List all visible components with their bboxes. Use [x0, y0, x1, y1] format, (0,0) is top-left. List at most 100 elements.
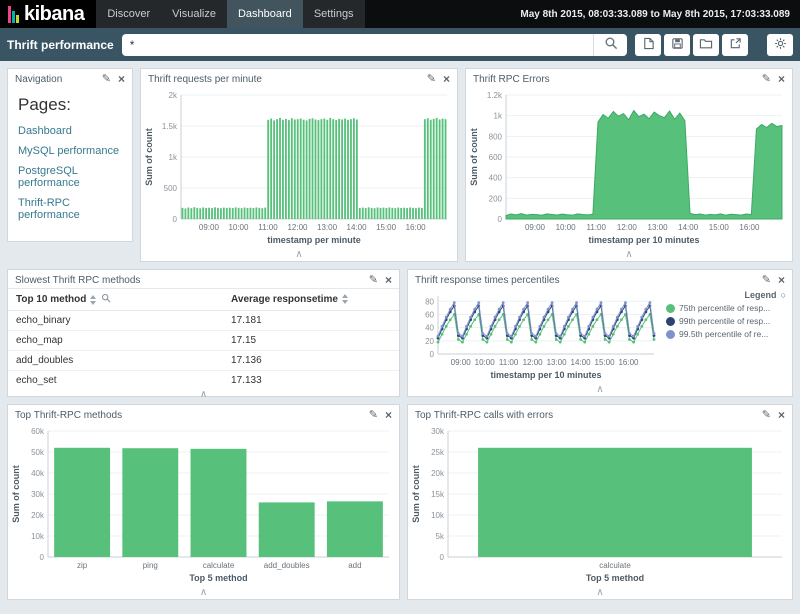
panel-top-calls-with-errors: Top Thrift-RPC calls with errors ✎ × 0 5k… — [407, 404, 793, 600]
svg-text:30k: 30k — [31, 490, 45, 499]
panel-title: Thrift response times percentiles — [415, 274, 560, 286]
panel-collapse[interactable]: ∧ — [408, 383, 792, 396]
pencil-icon[interactable]: ✎ — [368, 408, 378, 421]
tab-discover[interactable]: Discover — [107, 8, 151, 20]
panel-header: Thrift RPC Errors ✎ × — [466, 69, 792, 87]
svg-text:60k: 60k — [31, 427, 45, 436]
legend-title: Legend — [744, 290, 777, 300]
kibana-logo-icon — [8, 5, 19, 23]
panel-icons: ✎ × — [762, 73, 785, 85]
svg-text:09:00: 09:00 — [451, 358, 472, 367]
svg-text:5k: 5k — [436, 532, 445, 541]
sort-icon[interactable] — [90, 294, 97, 305]
query-input[interactable] — [121, 33, 593, 56]
nav-link-dashboard[interactable]: Dashboard — [18, 125, 72, 137]
legend-entries: 75th percentile of resp... 99th percentil… — [666, 303, 786, 339]
svg-text:12:00: 12:00 — [617, 223, 638, 232]
requests-bar-chart[interactable]: 0 500 1k 1.5k 2k 09:00 10:00 11:00 12:00 13:00 14:… — [141, 87, 457, 247]
panel-collapse[interactable]: ∧ — [408, 586, 792, 599]
svg-text:0: 0 — [430, 350, 435, 359]
close-icon[interactable]: × — [777, 408, 785, 422]
table-row: echo_map 17.15 — [8, 330, 399, 351]
pencil-icon[interactable]: ✎ — [761, 408, 771, 421]
panel-title: Top Thrift-RPC calls with errors — [415, 409, 554, 421]
panel-header: Thrift response times percentiles ✎ × — [408, 270, 792, 288]
navigation-content: Pages: Dashboard MySQL performance Postgre… — [8, 87, 132, 241]
search-icon[interactable] — [101, 293, 111, 306]
tab-dashboard[interactable]: Dashboard — [226, 0, 303, 28]
nav-link-thrift-rpc-performance[interactable]: Thrift-RPC performance — [18, 197, 80, 221]
legend-entry[interactable]: 99.5th percentile of re... — [666, 329, 786, 339]
panel-icons: ✎ × — [762, 274, 785, 286]
error-calls-bar-chart[interactable]: 0 5k 10k 15k 20k 25k 30k calculate Top 5 method S… — [408, 423, 792, 585]
svg-text:16:00: 16:00 — [739, 223, 760, 232]
pencil-icon[interactable]: ✎ — [761, 273, 771, 286]
panel-slowest-methods: Slowest Thrift RPC methods ✎ × Top 10 me… — [7, 269, 400, 400]
pencil-icon[interactable]: ✎ — [761, 72, 771, 85]
panel-title: Thrift RPC Errors — [473, 73, 550, 85]
percentiles-line-chart[interactable]: 0 20 40 60 80 09:00 10:00 11:00 12:00 13:00 14:00 1… — [408, 288, 664, 382]
legend: Legend ○ 75th percentile of resp... 99th … — [664, 288, 792, 382]
column-header-method[interactable]: Top 10 method — [8, 288, 224, 311]
close-icon[interactable]: × — [442, 72, 450, 86]
panel-thrift-requests-per-minute: Thrift requests per minute ✎ × 0 500 1k 1.5… — [140, 68, 458, 262]
svg-text:1.5k: 1.5k — [162, 122, 178, 131]
nav-link-postgresql-performance[interactable]: PostgreSQL performance — [18, 165, 80, 189]
share-button[interactable] — [722, 33, 748, 56]
search-bar — [121, 33, 627, 56]
panel-collapse[interactable]: ∧ — [8, 390, 399, 400]
gear-button[interactable] — [767, 33, 793, 56]
panel-collapse[interactable]: ∧ — [141, 248, 457, 261]
column-header-responsetime[interactable]: Average responsetime — [223, 288, 399, 311]
svg-text:16:00: 16:00 — [618, 358, 639, 367]
svg-text:14:00: 14:00 — [347, 223, 368, 232]
chevron-up-icon: ∧ — [199, 586, 208, 598]
svg-text:Sum of count: Sum of count — [469, 128, 479, 186]
close-icon[interactable]: × — [117, 72, 125, 86]
panel-header: Navigation ✎ × — [8, 69, 132, 87]
svg-text:zip: zip — [77, 561, 88, 570]
svg-text:10k: 10k — [31, 532, 45, 541]
close-icon[interactable]: × — [384, 408, 392, 422]
legend-entry[interactable]: 99th percentile of resp... — [666, 316, 786, 326]
pencil-icon[interactable]: ✎ — [368, 273, 378, 286]
table-body: echo_binary 17.181 echo_map 17.15 add_double… — [8, 310, 399, 390]
save-icon — [671, 37, 684, 53]
kibana-logo[interactable]: kibana — [0, 0, 97, 28]
search-button[interactable] — [593, 33, 627, 56]
toolbar-actions — [635, 33, 793, 56]
table-cell: 17.133 — [223, 370, 399, 390]
svg-text:20: 20 — [425, 337, 434, 346]
folder-open-button[interactable] — [693, 33, 719, 56]
panel-collapse[interactable]: ∧ — [466, 248, 792, 261]
tab-settings[interactable]: Settings — [313, 8, 354, 20]
nav-link-mysql-performance[interactable]: MySQL performance — [18, 145, 120, 157]
svg-text:600: 600 — [489, 153, 503, 162]
pencil-icon[interactable]: ✎ — [101, 72, 111, 85]
top-header: kibana Discover Visualize Dashboard Setting… — [0, 0, 800, 28]
svg-text:40: 40 — [425, 324, 434, 333]
time-range-picker[interactable]: May 8th 2015, 08:03:33.089 to May 8th 20… — [520, 8, 790, 20]
tab-visualize[interactable]: Visualize — [172, 8, 216, 20]
panel-collapse[interactable]: ∧ — [8, 586, 399, 599]
errors-area-chart[interactable]: 0 200 400 600 800 1k 1.2k 09:00 10:00 11:00 12:00 1… — [466, 87, 792, 247]
top-methods-bar-chart[interactable]: 0 10k 20k 30k 40k 50k 60k zip ping calculate add_d… — [8, 423, 399, 585]
panel-header: Top Thrift-RPC calls with errors ✎ × — [408, 405, 792, 423]
kibana-logo-text: kibana — [24, 2, 85, 25]
pencil-icon[interactable]: ✎ — [426, 72, 436, 85]
save-button[interactable] — [664, 33, 690, 56]
table-cell: 17.181 — [223, 310, 399, 331]
legend-entry[interactable]: 75th percentile of resp... — [666, 303, 786, 313]
close-icon[interactable]: × — [777, 273, 785, 287]
dashboard-title: Thrift performance — [7, 37, 114, 52]
close-icon[interactable]: × — [777, 72, 785, 86]
sort-icon[interactable] — [341, 294, 348, 305]
svg-text:40k: 40k — [31, 469, 45, 478]
svg-text:calculate: calculate — [203, 561, 235, 570]
legend-toggle-icon[interactable]: ○ — [780, 290, 786, 300]
svg-text:timestamp per 10 minutes: timestamp per 10 minutes — [490, 370, 601, 380]
close-icon[interactable]: × — [384, 273, 392, 287]
legend-header: Legend ○ — [666, 290, 786, 300]
new-document-button[interactable] — [635, 33, 661, 56]
svg-text:400: 400 — [489, 174, 503, 183]
